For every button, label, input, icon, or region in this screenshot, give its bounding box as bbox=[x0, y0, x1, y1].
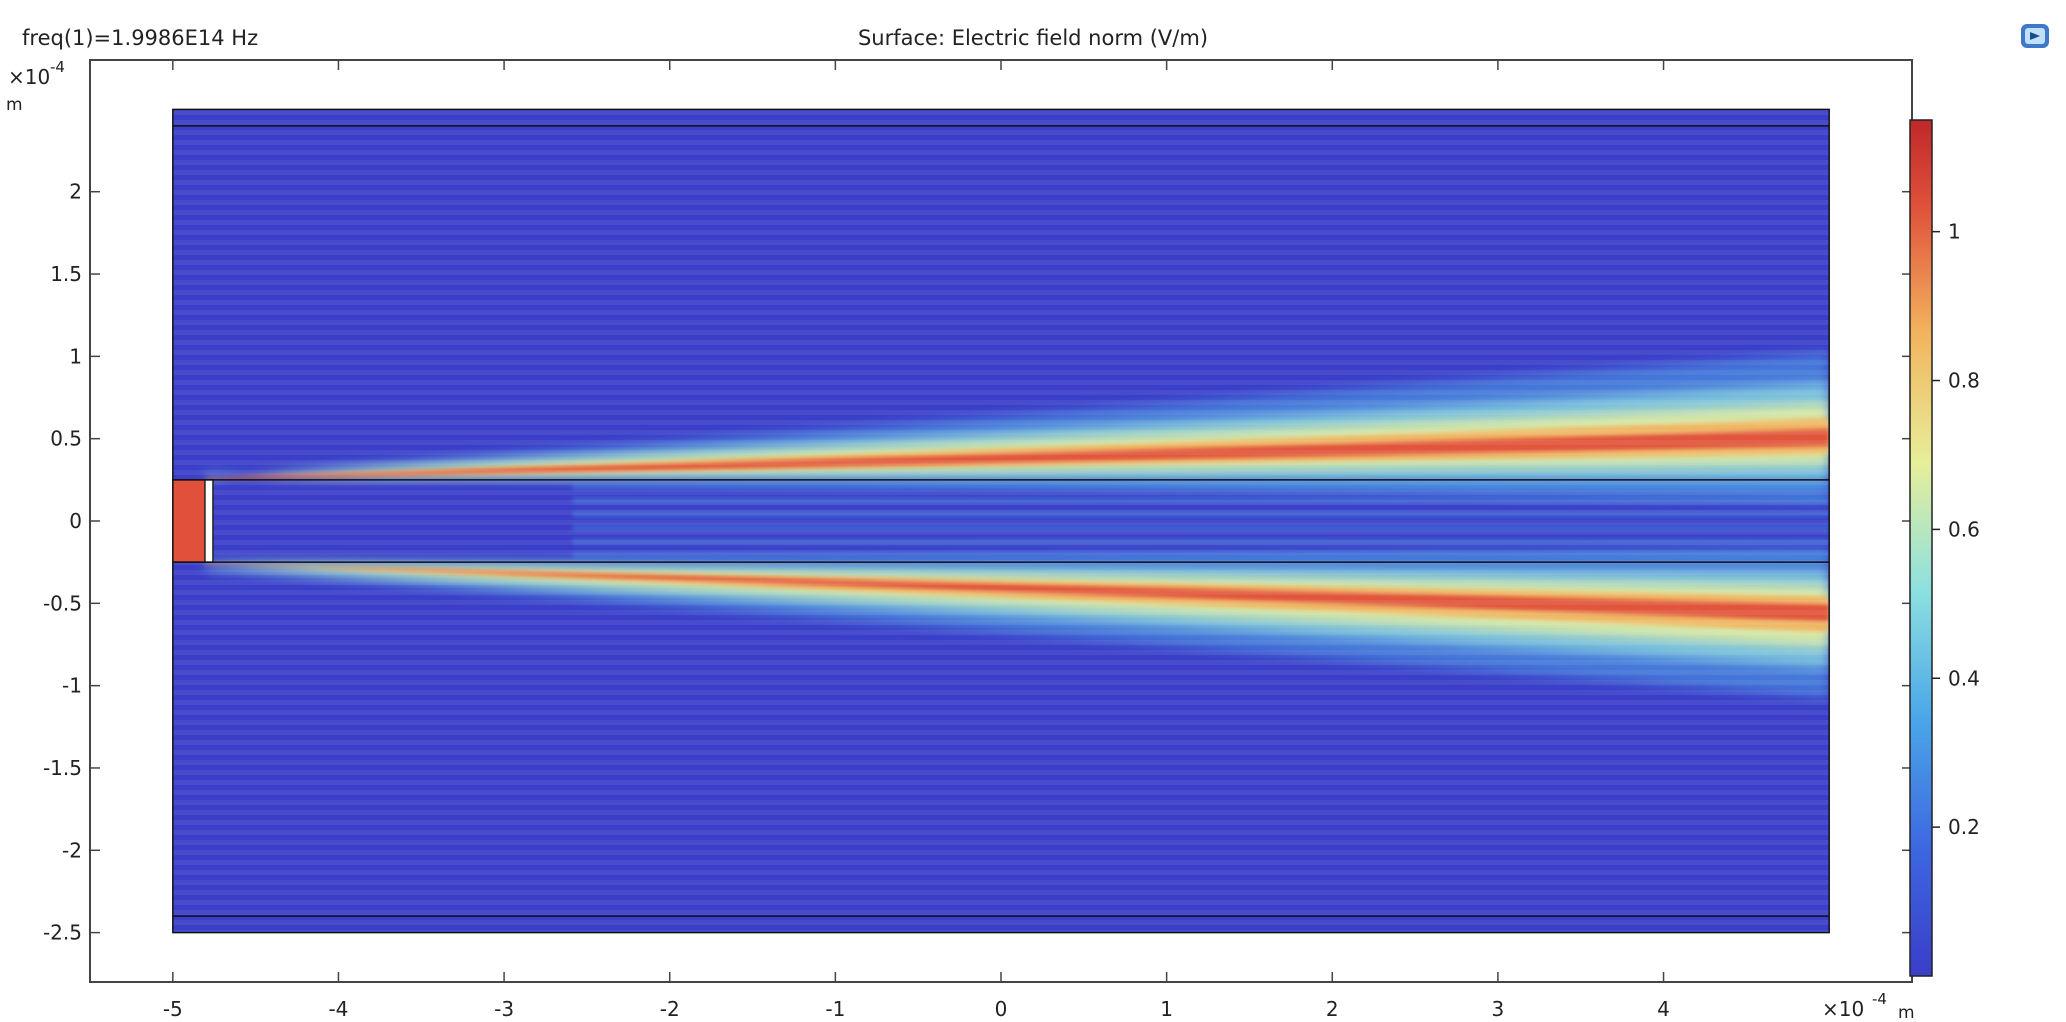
x-axis-unit: m bbox=[1898, 1003, 1915, 1022]
x-tick-label: -5 bbox=[163, 997, 183, 1021]
y-axis: -2.5 -2 -1.5 -1 -0.5 0 0.5 1 1.5 2 ×10 -4 m bbox=[6, 58, 1912, 945]
x-exponent-power: -4 bbox=[1872, 990, 1887, 1008]
x-axis: -5 -4 -3 -2 -1 0 1 2 3 4 ×10 -4 m bbox=[163, 60, 1915, 1022]
y-axis-unit: m bbox=[6, 95, 23, 115]
colorbar-tick-label: 0.6 bbox=[1948, 517, 1980, 541]
x-exponent-label: ×10 bbox=[1822, 997, 1864, 1021]
fringe-texture bbox=[172, 109, 1830, 933]
plot-title: Surface: Electric field norm (V/m) bbox=[857, 26, 1209, 50]
zoom-extents-icon bbox=[2021, 24, 2049, 48]
frequency-label: freq(1)=1.9986E14 Hz bbox=[22, 26, 259, 50]
y-tick-label: -1 bbox=[62, 674, 82, 698]
y-tick-label: -1.5 bbox=[43, 756, 82, 780]
x-tick-label: 1 bbox=[1160, 997, 1173, 1021]
y-exponent-power: -4 bbox=[50, 58, 65, 76]
y-tick-label: 1 bbox=[69, 344, 82, 368]
x-tick-label: 3 bbox=[1492, 997, 1505, 1021]
colorbar-gradient bbox=[1909, 119, 1933, 977]
y-tick-label: 2 bbox=[69, 180, 82, 204]
y-tick-label: 0.5 bbox=[50, 427, 82, 451]
y-tick-label: 0 bbox=[69, 509, 82, 533]
y-tick-label: -2.5 bbox=[43, 921, 82, 945]
y-tick-label: 1.5 bbox=[50, 262, 82, 286]
y-tick-label: -2 bbox=[62, 838, 82, 862]
y-exponent-label: ×10 bbox=[8, 65, 50, 89]
domain-outline bbox=[172, 108, 1830, 934]
x-tick-label: -3 bbox=[494, 997, 514, 1021]
x-tick-label: -2 bbox=[660, 997, 680, 1021]
x-tick-label: -4 bbox=[328, 997, 348, 1021]
colorbar-tick-label: 0.4 bbox=[1948, 666, 1980, 690]
colorbar-tick-label: 0.8 bbox=[1948, 369, 1980, 393]
domain-boundaries bbox=[172, 108, 1830, 934]
colorbar-tick-label: 0.2 bbox=[1948, 815, 1980, 839]
colorbar: 0.2 0.4 0.6 0.8 1 bbox=[1909, 119, 1980, 977]
y-tick-label: -0.5 bbox=[43, 591, 82, 615]
waveguide-gap bbox=[204, 479, 214, 563]
x-tick-label: -1 bbox=[825, 997, 845, 1021]
x-tick-label: 4 bbox=[1657, 997, 1670, 1021]
zoom-extents-button[interactable] bbox=[2018, 20, 2052, 52]
x-tick-label: 2 bbox=[1326, 997, 1339, 1021]
field-surface bbox=[172, 109, 1830, 933]
waveguide-core bbox=[172, 479, 207, 563]
colorbar-tick-label: 1 bbox=[1948, 220, 1961, 244]
x-tick-label: 0 bbox=[995, 997, 1008, 1021]
